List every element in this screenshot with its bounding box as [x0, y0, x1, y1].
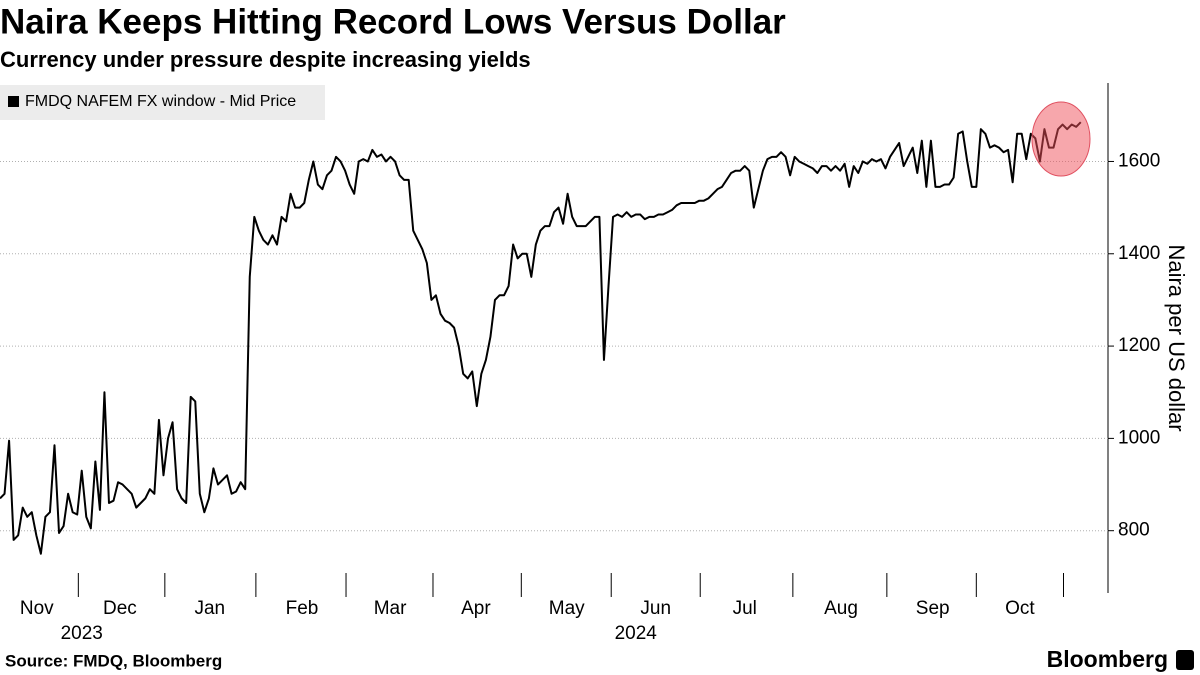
chart-subtitle: Currency under pressure despite increasi… [0, 47, 531, 72]
legend-box [0, 85, 325, 120]
y-tick-label: 800 [1118, 520, 1150, 541]
x-tick-label: Dec [103, 598, 137, 619]
chart-title: Naira Keeps Hitting Record Lows Versus D… [0, 2, 786, 41]
brand: Bloomberg [1047, 646, 1168, 672]
legend-swatch [8, 96, 19, 107]
x-tick-label: Oct [1005, 598, 1035, 619]
brand-icon [1176, 650, 1194, 670]
x-tick-label: Apr [461, 598, 491, 619]
y-tick-label: 1200 [1118, 335, 1160, 356]
x-tick-label: Feb [286, 598, 319, 619]
x-tick-label: May [549, 598, 585, 619]
x-tick-label: Mar [374, 598, 407, 619]
legend-label: FMDQ NAFEM FX window - Mid Price [25, 93, 296, 110]
y-tick-label: 1600 [1118, 150, 1160, 171]
x-tick-label: Jan [194, 598, 225, 619]
source: Source: FMDQ, Bloomberg [5, 651, 222, 670]
x-tick-label: Jul [733, 598, 757, 619]
year-label: 2024 [615, 623, 658, 644]
year-label: 2023 [61, 623, 103, 644]
y-tick-label: 1000 [1118, 427, 1160, 448]
x-tick-label: Jun [640, 598, 671, 619]
highlight-circle [1031, 101, 1091, 177]
x-tick-label: Sep [916, 598, 950, 619]
series-line [0, 121, 1082, 555]
x-tick-label: Nov [20, 598, 54, 619]
y-tick-label: 1400 [1118, 243, 1160, 264]
x-tick-label: Aug [824, 598, 858, 619]
y-axis-label: Naira per US dollar [1164, 244, 1189, 431]
